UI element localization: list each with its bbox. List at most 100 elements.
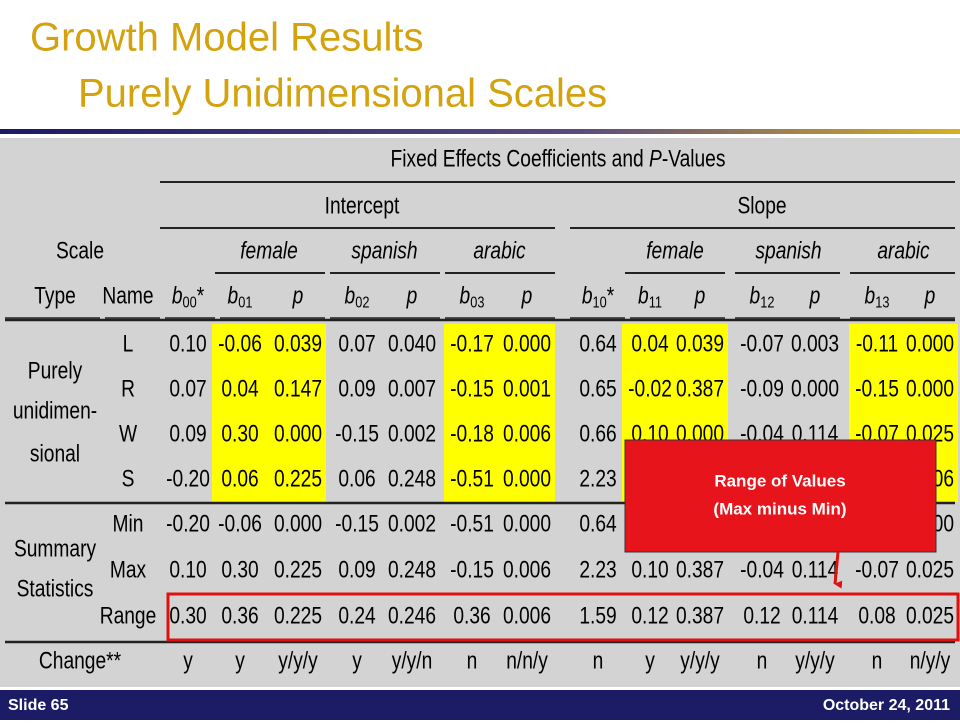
cell: 0.000 bbox=[503, 464, 551, 492]
column-header: b01 bbox=[228, 281, 253, 311]
subgroup-header: arabic bbox=[877, 236, 929, 264]
cell: 0.246 bbox=[388, 601, 436, 629]
coef-symbol: b bbox=[228, 281, 239, 309]
cell: y bbox=[235, 646, 245, 674]
cell: 0.09 bbox=[338, 374, 375, 402]
cell: 2.23 bbox=[579, 555, 616, 583]
coef-symbol: b bbox=[172, 281, 183, 309]
cell: 0.006 bbox=[503, 555, 551, 583]
group-header: Slope bbox=[737, 191, 786, 219]
cell: 0.225 bbox=[274, 601, 322, 629]
cell: 0.007 bbox=[388, 374, 436, 402]
footer-date: October 24, 2011 bbox=[823, 697, 950, 714]
row-group-label: Summary bbox=[14, 534, 96, 562]
subgroup-header: female bbox=[240, 236, 298, 264]
cell: 0.08 bbox=[858, 601, 895, 629]
cell: -0.02 bbox=[628, 374, 672, 402]
cell: 0.10 bbox=[169, 555, 206, 583]
column-header: b03 bbox=[460, 281, 485, 311]
cell: 0.64 bbox=[579, 509, 616, 537]
cell: -0.11 bbox=[856, 329, 898, 357]
cell: -0.15 bbox=[335, 509, 379, 537]
cell: 0.30 bbox=[221, 555, 258, 583]
cell: 0.09 bbox=[169, 419, 206, 447]
callout-text: (Max minus Min) bbox=[713, 499, 846, 518]
coef-subscript: 12 bbox=[760, 294, 774, 312]
cell: 0.30 bbox=[221, 419, 258, 447]
coef-subscript: 01 bbox=[238, 294, 252, 312]
cell: 0.36 bbox=[453, 601, 490, 629]
cell: 0.66 bbox=[579, 419, 616, 447]
row-name: Max bbox=[110, 555, 146, 583]
subgroup-header: spanish bbox=[755, 236, 821, 264]
callout-text: Range of Values bbox=[714, 471, 845, 490]
cell: n bbox=[467, 646, 478, 674]
cell: -0.06 bbox=[218, 329, 262, 357]
row-name: W bbox=[119, 419, 138, 447]
row-group-label: unidimen- bbox=[13, 396, 97, 424]
cell: -0.18 bbox=[450, 419, 494, 447]
table-title-part: Fixed Effects Coefficients and bbox=[391, 144, 649, 172]
coef-subscript: 10 bbox=[592, 294, 606, 312]
row-name: Min bbox=[113, 509, 144, 537]
subgroup-header: arabic bbox=[473, 236, 525, 264]
coef-symbol: b bbox=[750, 281, 761, 309]
coef-subscript: 02 bbox=[355, 294, 369, 312]
cell: n/n/y bbox=[506, 646, 548, 674]
highlight bbox=[444, 324, 555, 502]
cell: 0.12 bbox=[743, 601, 780, 629]
cell: 0.387 bbox=[676, 555, 724, 583]
cell: 0.248 bbox=[388, 555, 436, 583]
range-highlight bbox=[166, 592, 960, 642]
cell: n bbox=[593, 646, 604, 674]
cell: 0.006 bbox=[503, 601, 551, 629]
coef-symbol: b bbox=[345, 281, 356, 309]
cell: 0.001 bbox=[503, 374, 551, 402]
cell: y bbox=[352, 646, 362, 674]
cell: 0.225 bbox=[274, 464, 322, 492]
cell: 0.000 bbox=[791, 374, 839, 402]
cell: y bbox=[645, 646, 655, 674]
cell: -0.07 bbox=[855, 555, 899, 583]
cell: -0.15 bbox=[855, 374, 899, 402]
cell: 0.000 bbox=[503, 509, 551, 537]
coef-subscript: 11 bbox=[649, 294, 662, 312]
cell: 0.039 bbox=[274, 329, 322, 357]
table-title: Fixed Effects Coefficients and P-Values bbox=[391, 144, 726, 172]
cell: -0.17 bbox=[450, 329, 494, 357]
cell: 0.025 bbox=[906, 555, 954, 583]
column-header: b10* bbox=[582, 281, 615, 311]
cell: 0.65 bbox=[579, 374, 616, 402]
subgroup-header: female bbox=[646, 236, 704, 264]
table-title-part: -Values bbox=[662, 144, 726, 172]
coef-subscript: 03 bbox=[470, 294, 484, 312]
group-header: Intercept bbox=[325, 191, 400, 219]
cell: 0.225 bbox=[274, 555, 322, 583]
cell: y bbox=[183, 646, 193, 674]
footer-bar bbox=[0, 690, 960, 720]
column-header: p bbox=[809, 281, 821, 309]
column-header: Name bbox=[102, 281, 153, 309]
cell: 0.248 bbox=[388, 464, 436, 492]
coef-subscript: 00 bbox=[182, 294, 196, 312]
cell: 1.59 bbox=[579, 601, 616, 629]
cell: n bbox=[757, 646, 768, 674]
coef-subscript: 13 bbox=[875, 294, 889, 312]
slide-subtitle: Purely Unidimensional Scales bbox=[78, 72, 607, 116]
column-header: b13 bbox=[865, 281, 890, 311]
cell: 0.025 bbox=[906, 601, 954, 629]
cell: 0.000 bbox=[906, 329, 954, 357]
cell: -0.20 bbox=[166, 509, 210, 537]
cell: y/y/y bbox=[278, 646, 318, 674]
column-header: p bbox=[924, 281, 936, 309]
change-label: Change** bbox=[39, 646, 122, 674]
coef-symbol: b bbox=[582, 281, 593, 309]
cell: 0.002 bbox=[388, 509, 436, 537]
row-name: Range bbox=[100, 601, 157, 629]
cell: 0.147 bbox=[274, 374, 322, 402]
cell: 0.06 bbox=[221, 464, 258, 492]
column-header: b00* bbox=[172, 281, 205, 311]
callout-arrow bbox=[833, 551, 843, 589]
highlight bbox=[212, 324, 326, 502]
cell: y/y/n bbox=[392, 646, 433, 674]
